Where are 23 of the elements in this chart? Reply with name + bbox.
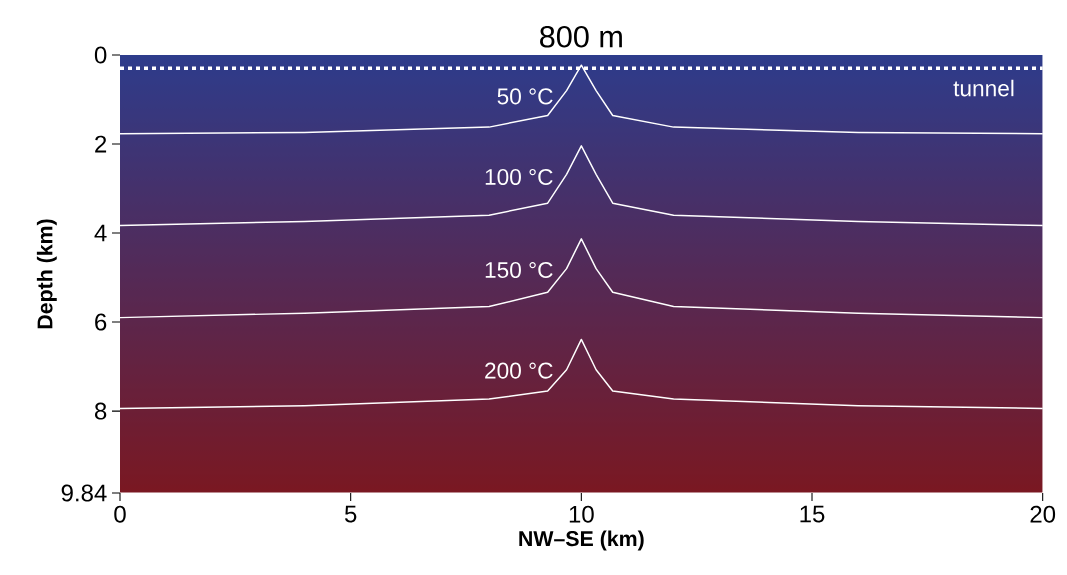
series-label: 100 °C xyxy=(485,168,553,185)
y-tick-label: 8 xyxy=(94,402,107,420)
x-tick-label: 20 xyxy=(1030,505,1056,523)
line-series xyxy=(119,64,1044,135)
x-tick-label: 5 xyxy=(344,505,357,523)
ref-line-label: tunnel xyxy=(953,79,1014,97)
line-series xyxy=(119,238,1044,319)
y-tick-label: 2 xyxy=(95,135,107,153)
x-tick-label: 15 xyxy=(800,505,825,523)
line-series xyxy=(119,338,1044,410)
line-series xyxy=(119,145,1044,227)
y-tick-label: 9.84 xyxy=(61,484,107,502)
y-tick-label: 4 xyxy=(94,224,107,242)
chart-title: 800 m xyxy=(540,25,622,48)
x-axis-title: NW–SE (km) xyxy=(519,530,644,551)
series-label: 150 °C xyxy=(485,261,553,279)
series-label: 200 °C xyxy=(485,362,553,379)
x-tick-label: 10 xyxy=(569,505,594,523)
y-tick-label: 0 xyxy=(94,46,107,64)
y-axis-title: Depth (km) xyxy=(36,219,57,329)
x-tick-label: 0 xyxy=(114,505,126,523)
y-tick-label: 6 xyxy=(95,313,107,331)
series-label: 50 °C xyxy=(497,88,553,105)
